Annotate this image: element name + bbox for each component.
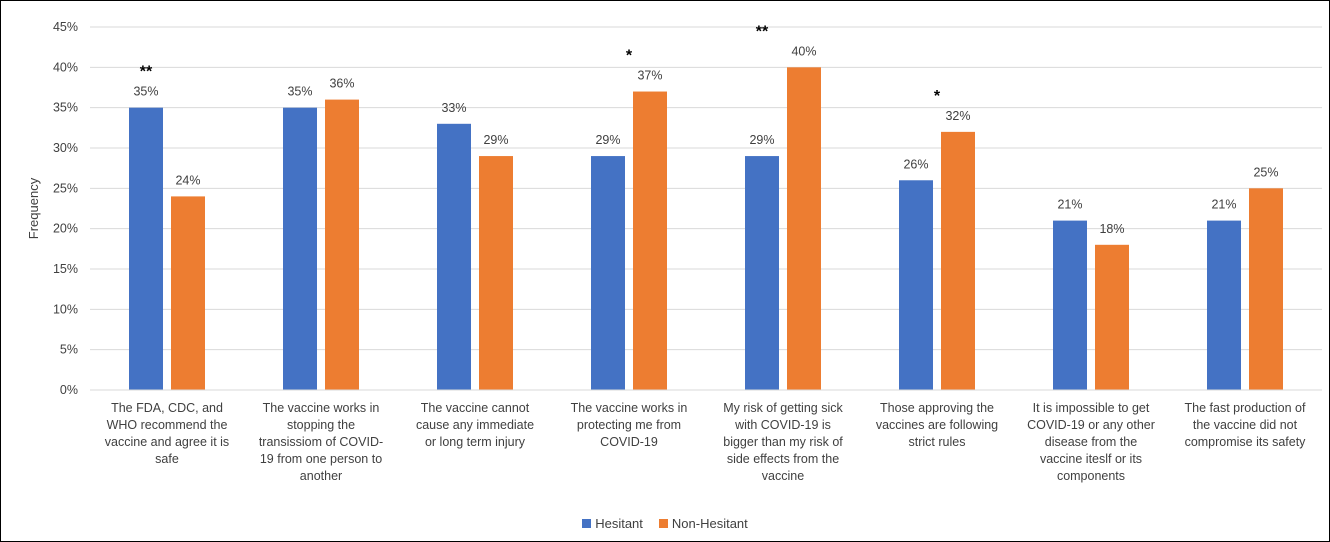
chart-legend: Hesitant Non-Hesitant (0, 516, 1330, 531)
bar-hesitant (745, 156, 779, 390)
x-category-label: My risk of getting sick with COVID-19 is b… (708, 400, 858, 485)
x-category-label-line: The vaccine works in (262, 401, 380, 415)
bar-hesitant (899, 180, 933, 390)
x-category-label-line: vaccine (761, 469, 805, 483)
y-tick-label: 10% (53, 302, 78, 316)
legend-item-hesitant: Hesitant (582, 516, 643, 531)
data-label: 36% (329, 77, 354, 91)
bar-non-hesitant (171, 196, 205, 390)
x-category-label: Those approving the vaccines are followin… (862, 400, 1012, 451)
significance-marker: * (626, 48, 633, 65)
x-category-label-line: protecting me from (576, 418, 682, 432)
bar-hesitant (283, 107, 317, 391)
data-label: 29% (595, 133, 620, 147)
x-category-label-line: My risk of getting sick (723, 401, 843, 415)
significance-marker: ** (140, 64, 153, 81)
bar-hesitant (437, 123, 471, 391)
x-category-label-line: cause any immediate (415, 418, 535, 432)
bar-non-hesitant (479, 156, 513, 390)
bar-non-hesitant (1095, 244, 1129, 390)
x-category-label-line: vaccine iteslf or its (1039, 452, 1143, 466)
x-category-label-line: safe (155, 452, 179, 466)
y-tick-label: 25% (53, 181, 78, 195)
x-axis-category-labels: The FDA, CDC, and WHO recommend the vaccin… (0, 400, 1330, 510)
legend-swatch (658, 519, 668, 528)
legend-item-non-hesitant: Non-Hesitant (658, 516, 748, 531)
bar-non-hesitant (787, 67, 821, 390)
x-category-label-line: strict rules (908, 435, 966, 449)
bar-non-hesitant (1249, 188, 1283, 390)
x-category-label-line: components (1056, 469, 1126, 483)
x-category-label-line: disease from the (1044, 435, 1138, 449)
x-category-label-line: stopping the (286, 418, 356, 432)
data-label: 26% (903, 157, 928, 171)
x-category-label: The FDA, CDC, and WHO recommend the vaccin… (92, 400, 242, 468)
y-tick-label: 40% (53, 60, 78, 74)
data-label: 32% (945, 109, 970, 123)
x-category-label: The vaccine works in stopping the transiss… (246, 400, 396, 485)
x-category-label-line: WHO recommend the (106, 418, 228, 432)
x-category-label-line: with COVID-19 is (735, 418, 831, 432)
data-label: 33% (441, 101, 466, 115)
x-category-label-line: bigger than my risk of (723, 435, 843, 449)
data-label: 24% (175, 173, 200, 187)
x-category-label-line: the vaccine did not (1192, 418, 1298, 432)
data-label: 35% (133, 85, 158, 99)
x-category-label-line: another (299, 469, 343, 483)
y-tick-label: 45% (53, 20, 78, 34)
y-tick-label: 0% (60, 383, 78, 397)
x-category-label-line: side effects from the (726, 452, 840, 466)
data-label: 37% (637, 69, 662, 83)
x-category-label-line: The fast production of (1184, 401, 1306, 415)
y-tick-label: 20% (53, 222, 78, 236)
x-category-label-line: Those approving the (880, 401, 994, 415)
bar-hesitant (1053, 220, 1087, 390)
legend-label: Hesitant (595, 516, 643, 531)
x-category-label-line: or long term injury (424, 435, 526, 449)
significance-marker: ** (756, 23, 769, 40)
x-category-label-line: 19 from one person to (259, 452, 383, 466)
y-tick-label: 35% (53, 101, 78, 115)
x-category-label: The fast production of the vaccine did no… (1170, 400, 1320, 451)
data-label: 29% (483, 133, 508, 147)
x-category-label-line: It is impossible to get (1032, 401, 1150, 415)
data-label: 35% (287, 85, 312, 99)
x-category-label-line: The vaccine cannot (420, 401, 530, 415)
x-category-label-line: vaccine and agree it is (104, 435, 230, 449)
x-category-label-line: COVID-19 (600, 435, 658, 449)
y-tick-label: 15% (53, 262, 78, 276)
data-label: 40% (791, 44, 816, 58)
bar-hesitant (129, 107, 163, 391)
x-category-label: The vaccine works in protecting me from CO… (554, 400, 704, 451)
data-label: 29% (749, 133, 774, 147)
y-tick-label: 5% (60, 343, 78, 357)
data-label: 25% (1253, 165, 1278, 179)
y-tick-label: 30% (53, 141, 78, 155)
bar-hesitant (1207, 220, 1241, 390)
data-label: 18% (1099, 222, 1124, 236)
x-category-label-line: vaccines are following (875, 418, 999, 432)
y-axis-title: Frequency (26, 177, 41, 239)
x-category-label-line: COVID-19 or any other (1027, 418, 1155, 432)
significance-marker: * (934, 88, 941, 105)
data-label: 21% (1211, 198, 1236, 212)
data-label: 21% (1057, 198, 1082, 212)
legend-label: Non-Hesitant (671, 516, 748, 531)
x-category-label-line: compromise its safety (1184, 435, 1306, 449)
bar-non-hesitant (941, 131, 975, 390)
bar-non-hesitant (633, 91, 667, 391)
x-category-label: It is impossible to get COVID-19 or any o… (1016, 400, 1166, 485)
x-category-label-line: transissiom of COVID- (258, 435, 384, 449)
legend-swatch (582, 519, 592, 528)
bar-non-hesitant (325, 99, 359, 390)
x-category-label-line: The FDA, CDC, and (111, 401, 223, 415)
x-category-label-line: The vaccine works in (570, 401, 688, 415)
x-category-label: The vaccine cannot cause any immediate or … (400, 400, 550, 451)
bar-hesitant (591, 156, 625, 390)
